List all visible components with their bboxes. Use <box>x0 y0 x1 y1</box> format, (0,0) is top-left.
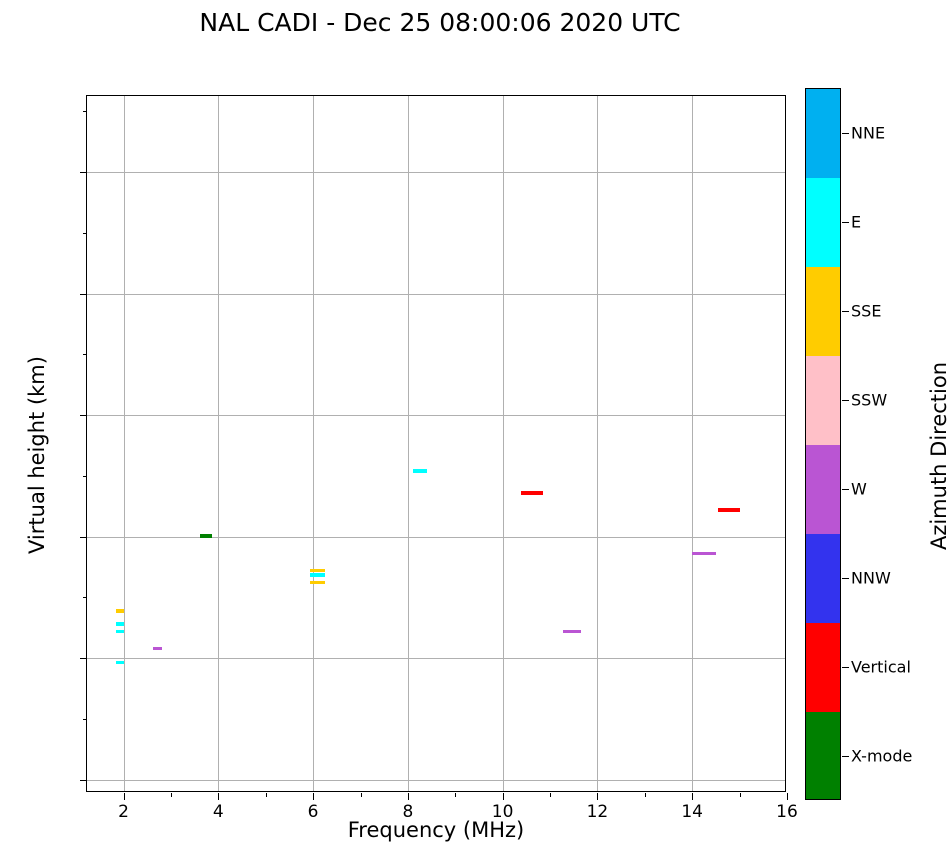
data-mark <box>152 646 163 650</box>
data-mark <box>310 568 326 573</box>
x-axis-tick <box>407 793 409 800</box>
colorbar-segment <box>806 178 840 268</box>
colorbar-segment <box>806 89 840 179</box>
data-mark <box>520 491 544 495</box>
colorbar <box>805 88 841 800</box>
gridline-horizontal <box>87 415 785 416</box>
gridline-horizontal <box>87 536 785 538</box>
y-axis-minor-tick <box>83 354 87 356</box>
data-mark <box>717 508 740 512</box>
gridline-vertical <box>218 96 220 791</box>
gridline-horizontal <box>87 779 785 781</box>
x-axis-tick <box>123 793 125 800</box>
x-axis-minor-tick <box>360 793 362 797</box>
x-axis-minor-tick <box>265 793 267 797</box>
y-axis-tick <box>80 779 87 781</box>
plot-axes: 02004006008001000246810121416 <box>80 95 798 822</box>
x-axis-tick-label: 16 <box>776 802 798 822</box>
gridline-vertical <box>407 96 409 791</box>
gridline-vertical <box>123 96 125 791</box>
gridline-horizontal <box>87 172 785 173</box>
data-mark <box>310 580 326 585</box>
colorbar-label-w: W <box>851 479 867 498</box>
x-axis-tick <box>313 793 315 800</box>
colorbar-label-nne: NNE <box>851 123 886 142</box>
x-axis-tick-label: 14 <box>681 802 704 822</box>
x-axis-minor-tick <box>170 793 172 797</box>
x-axis-minor-tick <box>455 793 457 797</box>
x-axis-tick <box>787 793 788 800</box>
x-axis-minor-tick <box>644 793 646 797</box>
x-axis-minor-tick <box>550 793 551 797</box>
colorbar-segment <box>806 534 840 624</box>
y-axis-tick <box>80 536 87 538</box>
colorbar-tick <box>842 310 849 312</box>
x-axis-tick <box>597 793 599 800</box>
x-axis-tick-label: 2 <box>118 802 129 822</box>
y-axis-tick <box>80 415 87 416</box>
x-axis-minor-tick <box>739 793 741 797</box>
y-axis-minor-tick <box>83 718 87 720</box>
data-mark <box>116 629 124 634</box>
data-mark <box>116 622 124 626</box>
page-title: NAL CADI - Dec 25 08:00:06 2020 UTC <box>199 8 681 37</box>
colorbar-label-sse: SSE <box>851 301 882 320</box>
y-axis-minor-tick <box>83 232 87 234</box>
data-mark <box>310 573 326 577</box>
colorbar-label-x-mode: X-mode <box>851 746 913 765</box>
colorbar-segment <box>806 445 840 535</box>
y-axis-tick <box>80 172 87 173</box>
colorbar-label-vertical: Vertical <box>851 657 911 676</box>
colorbar-tick <box>842 488 849 490</box>
data-mark <box>691 552 717 556</box>
x-axis-tick <box>218 793 220 800</box>
gridline-vertical <box>502 96 504 791</box>
colorbar-tick <box>842 399 849 401</box>
x-axis-tick-label: 6 <box>307 802 319 822</box>
colorbar-label-ssw: SSW <box>851 390 888 409</box>
x-axis-tick-label: 10 <box>491 802 514 822</box>
data-mark <box>563 629 582 633</box>
plot-area <box>87 96 785 791</box>
data-mark <box>116 660 124 665</box>
gridline-horizontal <box>87 293 785 295</box>
y-axis-title: Virtual height (km) <box>25 356 49 554</box>
colorbar-segment <box>806 623 840 713</box>
gridline-vertical <box>692 96 694 791</box>
y-axis-tick <box>80 658 87 660</box>
colorbar-segment <box>806 267 840 357</box>
colorbar-tick <box>842 755 849 757</box>
x-axis-title: Frequency (MHz) <box>347 818 525 842</box>
colorbar-label-nnw: NNW <box>851 568 891 587</box>
y-axis-tick <box>80 293 87 295</box>
x-axis-tick-label: 12 <box>586 802 609 822</box>
x-axis-tick-label: 8 <box>402 802 414 822</box>
data-mark <box>200 533 212 539</box>
colorbar-tick <box>842 666 849 668</box>
x-axis-tick-label: 4 <box>212 802 224 822</box>
colorbar-tick <box>842 221 849 223</box>
y-axis-minor-tick <box>83 475 87 477</box>
colorbar-title: Azimuth Direction <box>927 361 951 551</box>
gridline-vertical <box>597 96 599 791</box>
colorbar-tick <box>842 577 849 579</box>
gridline-horizontal <box>87 658 785 660</box>
colorbar-tick <box>842 132 849 134</box>
y-axis-minor-tick <box>83 597 87 599</box>
y-axis-minor-tick <box>83 111 87 113</box>
gridline-vertical <box>313 96 315 791</box>
colorbar-segment <box>806 356 840 446</box>
colorbar-segment <box>806 712 840 799</box>
x-axis-tick <box>692 793 694 800</box>
x-axis-tick <box>502 793 504 800</box>
colorbar-label-e: E <box>851 212 862 231</box>
data-mark <box>116 609 124 614</box>
data-mark <box>412 469 427 473</box>
